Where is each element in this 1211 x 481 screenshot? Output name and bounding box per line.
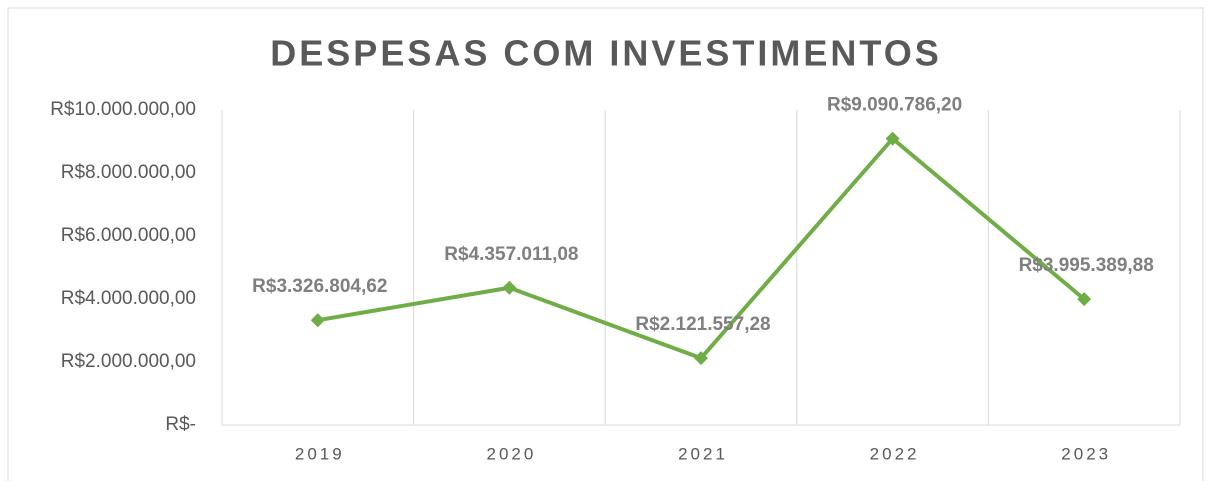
value-label: R$2.121.557,28 <box>635 314 770 335</box>
x-tick-label: 2022 <box>870 444 920 463</box>
marker <box>502 280 517 295</box>
x-tick-label: 2023 <box>1061 444 1111 463</box>
chart-title: DESPESAS COM INVESTIMENTOS <box>270 33 941 74</box>
x-tick-label: 2020 <box>486 444 536 463</box>
y-tick-label: R$- <box>165 414 196 435</box>
marker <box>694 351 708 366</box>
marker <box>885 131 900 146</box>
y-tick-label: R$8.000.000,00 <box>61 162 196 183</box>
value-label: R$9.090.786,20 <box>827 95 962 116</box>
x-tick-label: 2021 <box>678 444 728 463</box>
marker <box>1077 292 1092 307</box>
value-label: R$3.995.389,88 <box>1019 255 1154 276</box>
value-label: R$4.357.011,08 <box>444 244 578 265</box>
y-tick-label: R$2.000.000,00 <box>61 351 196 372</box>
chart-border <box>7 7 1204 481</box>
y-tick-label: R$10.000.000,00 <box>50 99 196 120</box>
x-tick-label: 2019 <box>295 444 345 463</box>
y-tick-label: R$6.000.000,00 <box>61 225 196 246</box>
y-tick-label: R$4.000.000,00 <box>61 288 196 309</box>
value-label: R$3.326.804,62 <box>252 276 387 297</box>
marker <box>310 313 325 328</box>
